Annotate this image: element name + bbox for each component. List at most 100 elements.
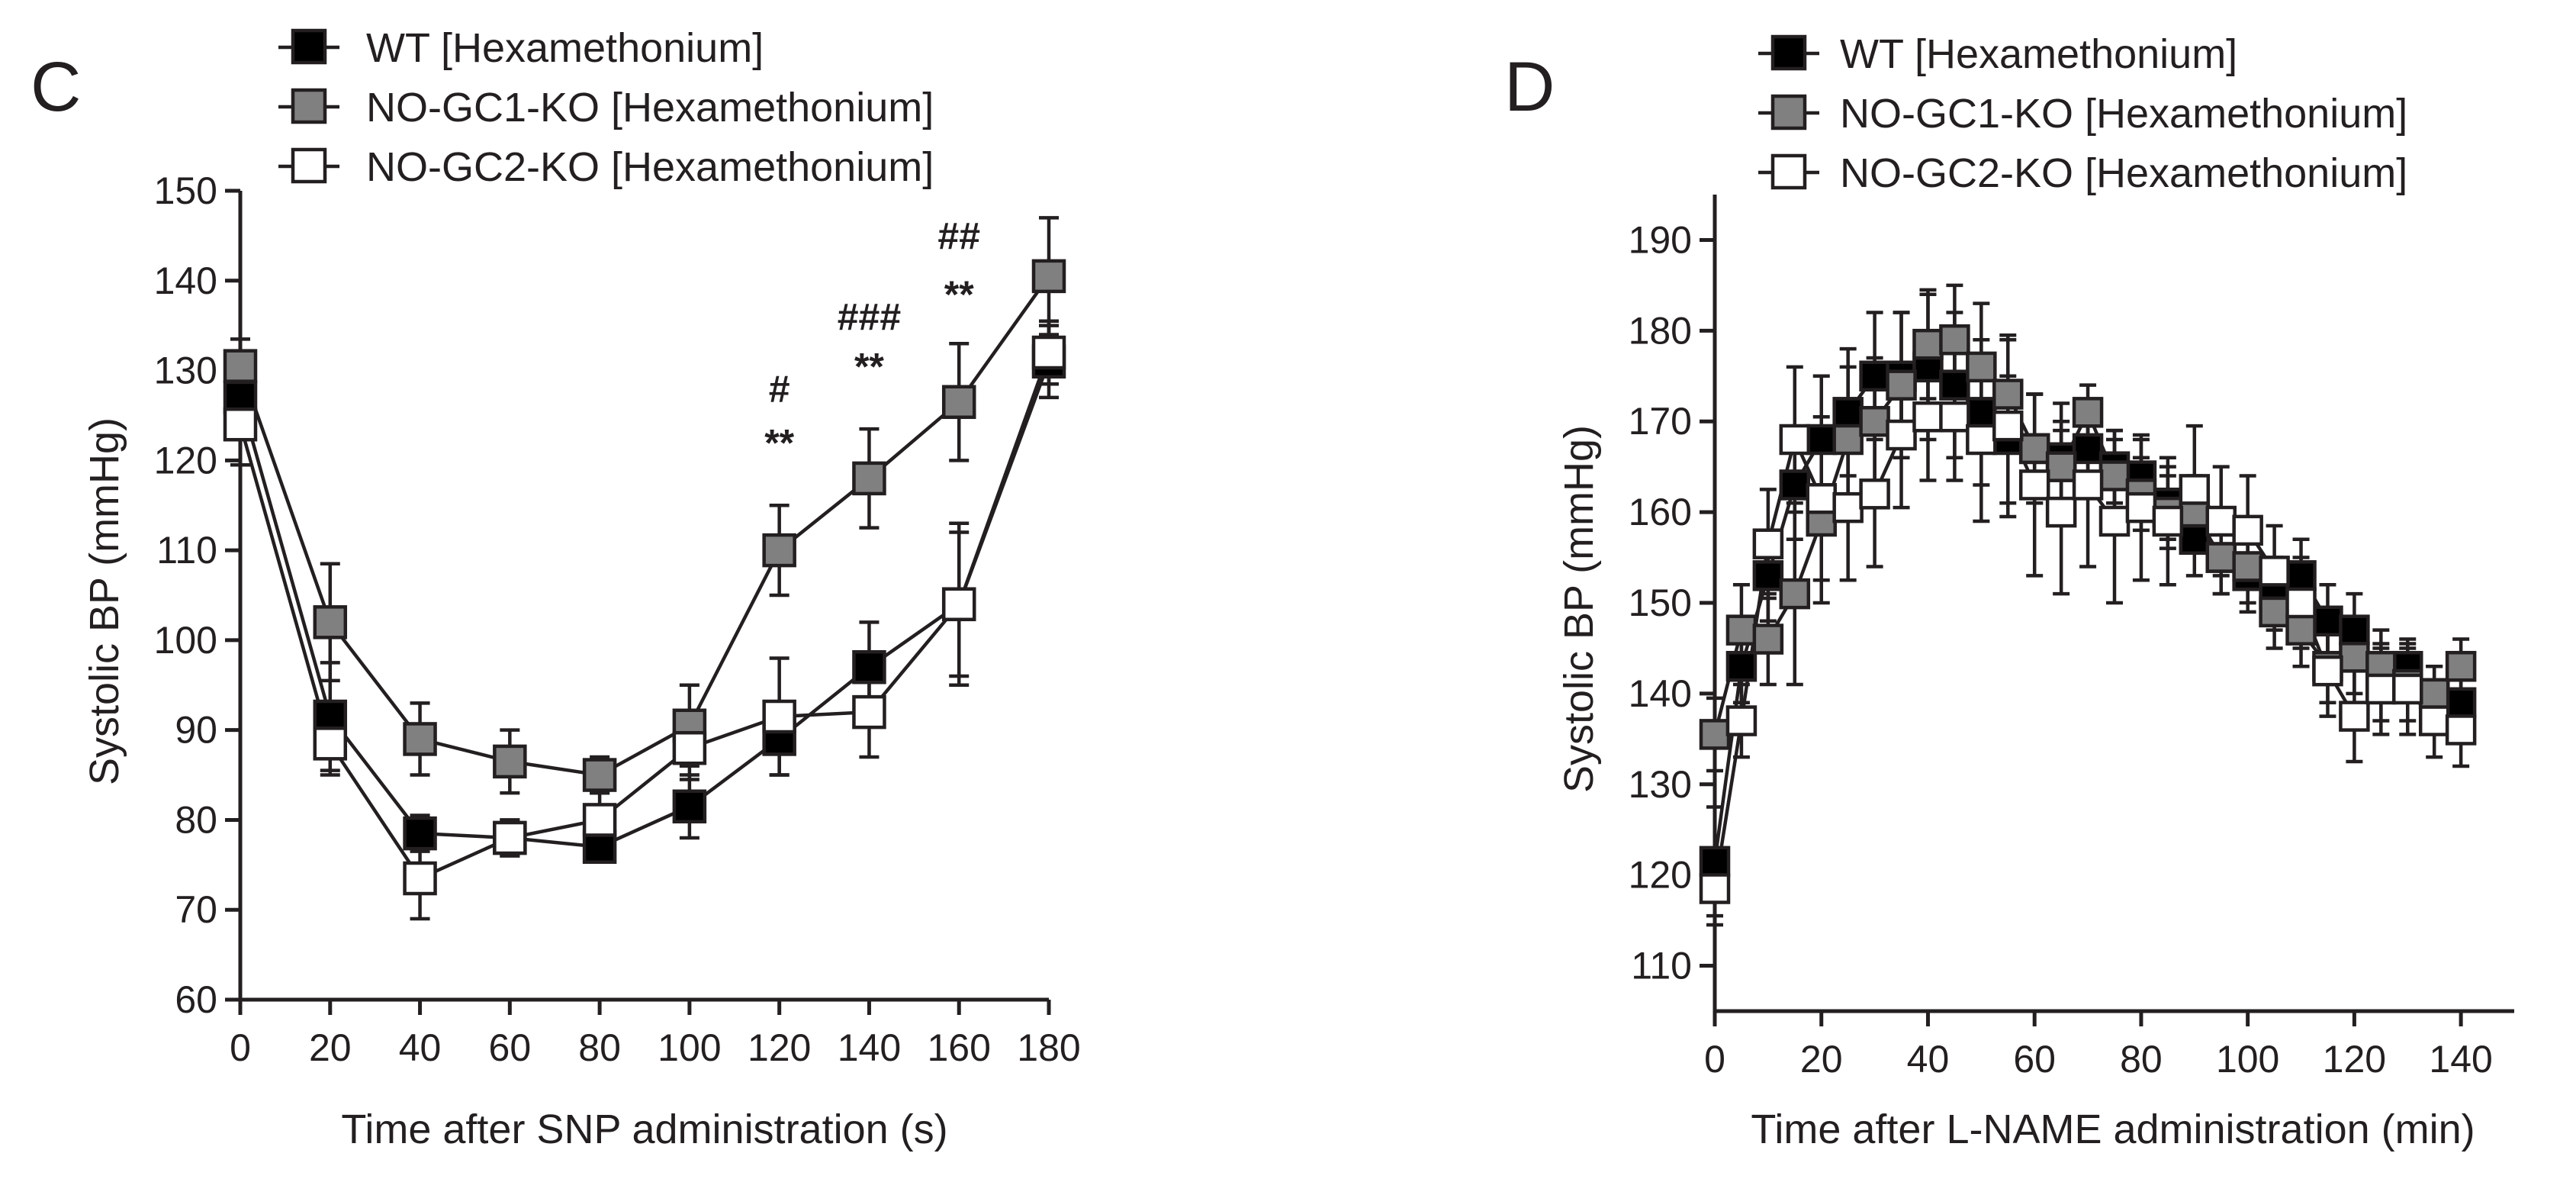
panel-letter-c: C bbox=[31, 48, 81, 126]
data-point-wt bbox=[852, 649, 886, 685]
data-point-wt bbox=[1859, 360, 1890, 392]
data-point-gc1 bbox=[2418, 678, 2450, 710]
legend-d: WT [Hexamethonium] NO-GC1-KO [Hexamethon… bbox=[1758, 31, 2407, 196]
legend-marker-gc1 bbox=[1770, 94, 1807, 130]
data-point-gc1 bbox=[762, 533, 796, 568]
data-point-wt bbox=[1699, 846, 1731, 878]
significance-mark: ** bbox=[764, 421, 794, 464]
data-point-gc2 bbox=[313, 726, 348, 761]
data-point-gc1 bbox=[2072, 397, 2104, 428]
x-tick-label-d: 0 bbox=[1704, 1038, 1725, 1081]
y-tick-label-d: 120 bbox=[1629, 854, 1692, 897]
data-point-gc2 bbox=[403, 861, 437, 896]
data-point-gc2 bbox=[2179, 474, 2211, 505]
x-tick-label-c: 40 bbox=[399, 1026, 442, 1069]
data-point-wt bbox=[403, 816, 437, 851]
y-tick-label-d: 110 bbox=[1631, 945, 1692, 987]
x-tick-label-d: 40 bbox=[1907, 1038, 1950, 1081]
data-point-gc2 bbox=[1725, 705, 1758, 736]
y-tick-label-c: 110 bbox=[156, 529, 217, 572]
data-point-gc1 bbox=[403, 722, 437, 756]
data-point-gc1 bbox=[2445, 650, 2477, 682]
x-tick-label-c: 140 bbox=[838, 1026, 901, 1069]
y-tick-label-d: 150 bbox=[1629, 581, 1692, 624]
y-tick-label-c: 150 bbox=[154, 169, 217, 212]
legend-item-wt: WT [Hexamethonium] bbox=[1758, 31, 2237, 77]
legend-label-gc1: NO-GC1-KO [Hexamethonium] bbox=[366, 85, 934, 130]
data-point-gc1 bbox=[1912, 328, 1944, 360]
y-tick-label-d: 190 bbox=[1629, 218, 1692, 261]
data-point-gc2 bbox=[1939, 401, 1970, 433]
data-point-gc2 bbox=[1806, 483, 1837, 514]
annotations-c: ** # ** ### ** ## bbox=[764, 215, 980, 465]
data-point-gc2 bbox=[582, 803, 617, 837]
x-tick-label-c: 180 bbox=[1017, 1026, 1080, 1069]
data-point-wt bbox=[1779, 469, 1811, 501]
data-point-gc1 bbox=[1031, 259, 1066, 294]
significance-mark: # bbox=[769, 368, 790, 411]
data-point-gc2 bbox=[672, 730, 707, 765]
panel-c: C WT [Hexamethonium] NO-GC1-KO [Hexameth… bbox=[31, 25, 1081, 1152]
y-tick-label-d: 180 bbox=[1629, 309, 1692, 352]
series-line-wt bbox=[238, 360, 1051, 849]
panel-letter-d: D bbox=[1504, 48, 1555, 126]
axes-c: 60 70 80 90 100 110 120 130 140 150 0 20 40 60 80 100 12… bbox=[154, 169, 1081, 1069]
legend-item-gc2: NO-GC2-KO [Hexamethonium] bbox=[278, 144, 934, 190]
x-tick-label-c: 80 bbox=[578, 1026, 621, 1069]
legend-label-wt: WT [Hexamethonium] bbox=[366, 25, 764, 71]
data-point-gc2 bbox=[2072, 469, 2104, 501]
y-tick-label-c: 60 bbox=[175, 978, 217, 1021]
legend-label-wt: WT [Hexamethonium] bbox=[1840, 31, 2237, 77]
x-axis-title-d: Time after L-NAME administration (min) bbox=[1751, 1107, 2475, 1152]
legend-item-gc1: NO-GC1-KO [Hexamethonium] bbox=[1758, 91, 2407, 137]
data-point-gc2 bbox=[2259, 556, 2290, 587]
legend-label-gc1: NO-GC1-KO [Hexamethonium] bbox=[1840, 91, 2407, 137]
data-point-wt bbox=[2312, 605, 2343, 637]
data-point-gc1 bbox=[2259, 596, 2290, 628]
data-point-gc2 bbox=[2152, 505, 2184, 537]
data-point-gc1 bbox=[1699, 719, 1731, 750]
y-tick-label-d: 130 bbox=[1629, 763, 1692, 806]
data-point-gc2 bbox=[1966, 424, 1997, 456]
data-point-gc2 bbox=[2098, 505, 2131, 537]
data-point-wt bbox=[1832, 397, 1864, 428]
data-point-gc2 bbox=[1886, 419, 1917, 451]
y-tick-label-d: 140 bbox=[1629, 672, 1692, 715]
y-tick-label-d: 170 bbox=[1629, 400, 1692, 443]
data-point-gc2 bbox=[1779, 424, 1811, 456]
data-point-wt bbox=[1752, 560, 1784, 591]
x-tick-label-c: 0 bbox=[230, 1026, 251, 1069]
data-point-gc2 bbox=[1699, 873, 1731, 904]
data-point-gc2 bbox=[2045, 496, 2077, 528]
data-point-gc1 bbox=[1832, 424, 1864, 456]
series-line-gc2 bbox=[238, 352, 1051, 881]
y-axis-title-c: Systolic BP (mmHg) bbox=[82, 417, 127, 785]
x-tick-label-d: 60 bbox=[2013, 1038, 2056, 1081]
data-point-gc2 bbox=[941, 587, 976, 622]
legend-label-gc2: NO-GC2-KO [Hexamethonium] bbox=[366, 144, 934, 190]
data-point-gc1 bbox=[2098, 460, 2131, 491]
significance-mark: ### bbox=[838, 296, 901, 339]
data-point-gc2 bbox=[493, 820, 527, 855]
y-tick-label-c: 70 bbox=[175, 888, 217, 931]
data-point-gc1 bbox=[2045, 451, 2077, 482]
data-point-wt bbox=[2445, 687, 2477, 719]
data-point-gc1 bbox=[1886, 369, 1917, 401]
data-point-wt bbox=[672, 789, 707, 824]
data-point-gc1 bbox=[2339, 642, 2370, 673]
data-point-gc1 bbox=[582, 758, 617, 792]
data-point-gc2 bbox=[2125, 491, 2157, 523]
x-tick-label-c: 60 bbox=[489, 1026, 532, 1069]
data-point-gc2 bbox=[1832, 491, 1864, 523]
legend-marker-wt bbox=[1770, 34, 1807, 71]
data-point-gc2 bbox=[2018, 469, 2050, 501]
x-tick-label-c: 100 bbox=[658, 1026, 721, 1069]
data-point-gc2 bbox=[2205, 505, 2237, 537]
data-point-gc2 bbox=[2445, 714, 2477, 746]
data-point-gc1 bbox=[1779, 578, 1811, 610]
data-point-gc2 bbox=[1752, 528, 1784, 559]
data-point-wt bbox=[2285, 560, 2317, 591]
data-point-wt bbox=[1966, 397, 1997, 428]
data-point-wt bbox=[2072, 433, 2104, 465]
